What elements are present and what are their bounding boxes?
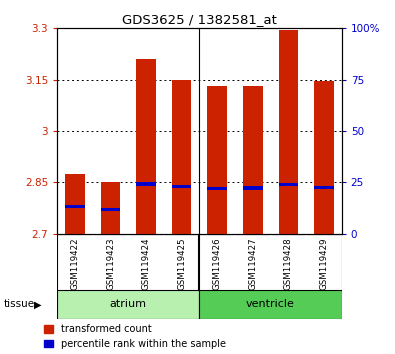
Bar [207, 86, 227, 234]
Bar [172, 185, 192, 188]
Text: GSM119423: GSM119423 [106, 238, 115, 290]
Bar [243, 187, 263, 190]
Bar [136, 182, 156, 186]
Bar [172, 80, 192, 234]
Bar [314, 186, 334, 189]
Text: GSM119425: GSM119425 [177, 238, 186, 290]
Text: tissue: tissue [4, 299, 35, 309]
Text: ▶: ▶ [34, 299, 41, 309]
Bar [136, 59, 156, 234]
Bar [207, 187, 227, 190]
Text: GSM119427: GSM119427 [248, 238, 257, 290]
Text: GSM119429: GSM119429 [320, 238, 328, 290]
Text: atrium: atrium [110, 299, 147, 309]
Bar [278, 30, 298, 234]
Bar [243, 86, 263, 234]
Text: GSM119428: GSM119428 [284, 238, 293, 290]
Bar [65, 205, 85, 208]
Bar [278, 183, 298, 187]
Text: GSM119422: GSM119422 [71, 238, 79, 290]
Bar [199, 290, 342, 319]
Text: GSM119424: GSM119424 [142, 238, 150, 290]
Text: GSM119426: GSM119426 [213, 238, 222, 290]
Bar [65, 174, 85, 234]
Bar [314, 81, 334, 234]
Bar [101, 208, 120, 211]
Bar [101, 182, 120, 234]
Legend: transformed count, percentile rank within the sample: transformed count, percentile rank withi… [44, 324, 226, 349]
Bar [57, 290, 199, 319]
Text: ventricle: ventricle [246, 299, 295, 309]
Title: GDS3625 / 1382581_at: GDS3625 / 1382581_at [122, 13, 277, 26]
